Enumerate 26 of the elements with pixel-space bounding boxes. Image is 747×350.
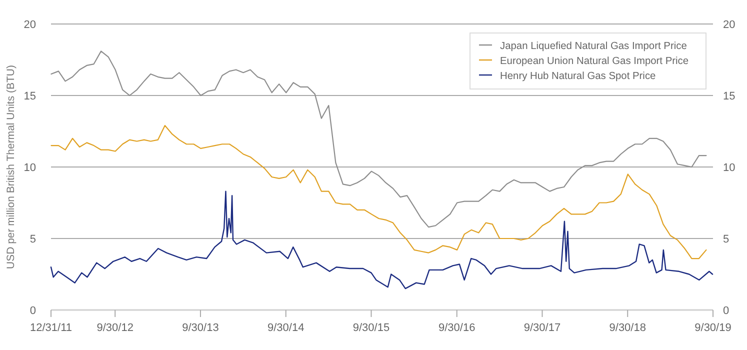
y2-tick-label: 20 [723, 19, 736, 31]
x-tick-label: 12/31/11 [30, 322, 72, 334]
legend-label: Henry Hub Natural Gas Spot Price [500, 71, 656, 82]
x-tick-label: 9/30/13 [182, 322, 219, 334]
y-tick-label: 0 [30, 305, 36, 317]
line-series [50, 124, 707, 260]
y2-tick-label: 5 [723, 234, 730, 246]
x-tick-label: 9/30/16 [438, 322, 476, 334]
y-tick-label: 10 [24, 162, 36, 174]
x-tick-label: 9/30/14 [268, 322, 304, 334]
y2-tick-label: 15 [723, 90, 736, 102]
y-axis-title: USD per million British Thermal Units (BTU) [5, 64, 17, 270]
y2-tick-label: 10 [723, 162, 736, 174]
x-tick-label: 9/30/18 [609, 322, 646, 334]
legend-label: Japan Liquefied Natural Gas Import Price [500, 41, 688, 52]
legend-label: European Union Natural Gas Import Price [500, 56, 689, 67]
y-tick-label: 5 [30, 234, 36, 246]
x-tick-label: 9/30/12 [96, 322, 134, 334]
x-tick-label: 9/30/19 [694, 322, 732, 334]
line-series [50, 50, 707, 228]
y-tick-label: 15 [24, 90, 36, 102]
y2-tick-label: 0 [723, 305, 730, 317]
line-series [50, 190, 714, 290]
x-tick-label: 9/30/15 [352, 322, 390, 334]
y-tick-label: 20 [24, 19, 36, 31]
x-tick-label: 9/30/17 [524, 322, 561, 334]
